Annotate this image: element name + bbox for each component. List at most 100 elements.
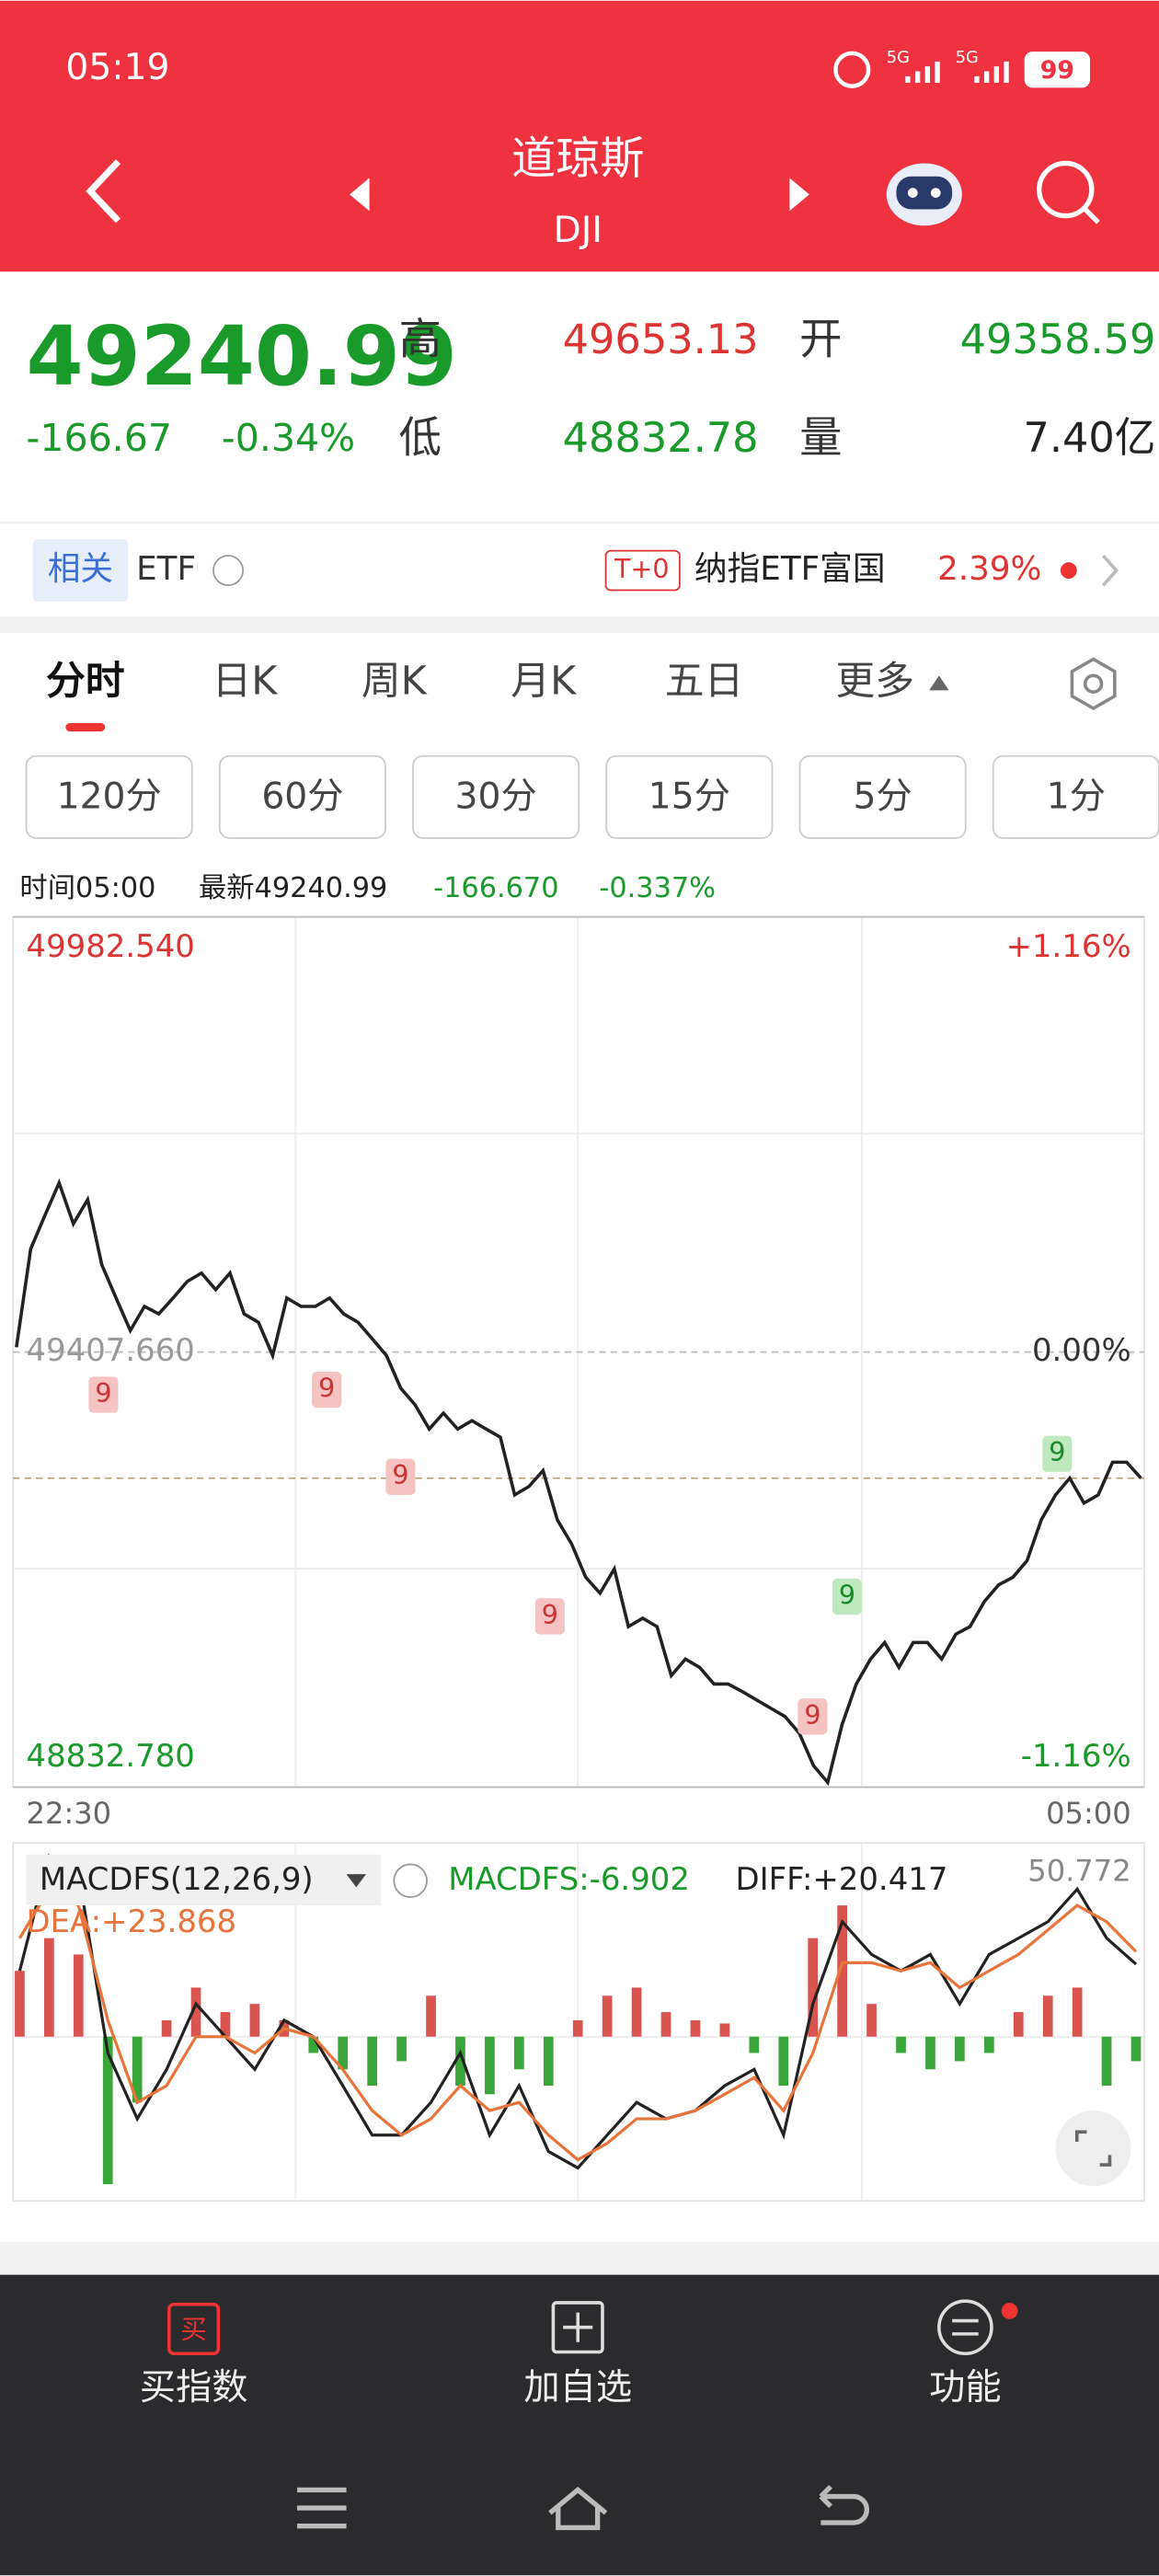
separator: [0, 616, 1159, 633]
buy-icon-box: [167, 2302, 221, 2356]
nav-label[interactable]: 买指数: [140, 2367, 248, 2409]
macd-selector-bg[interactable]: [26, 1854, 382, 1906]
help-icon[interactable]: [212, 555, 245, 587]
robot-eye: [907, 188, 918, 198]
expand-button[interactable]: [1055, 2110, 1131, 2187]
period-button[interactable]: [218, 754, 386, 839]
etf-fund[interactable]: 纳指ETF富国: [694, 550, 886, 588]
settings-dot: [1083, 673, 1104, 694]
back-nav-button[interactable]: [819, 2484, 869, 2525]
macd-bar: [190, 1987, 201, 2037]
signal-badge: [385, 1458, 416, 1495]
macd-bar: [690, 2019, 701, 2037]
settings-button[interactable]: [1070, 657, 1117, 711]
period-button[interactable]: [992, 754, 1159, 839]
price-chart: 49982.540 49407.660 48832.780 +1.16% 0.00% -1…: [13, 915, 1144, 1831]
index-code: DJI: [554, 210, 602, 251]
info-time: 时间05:00: [19, 872, 155, 904]
etf-badge: T+0: [614, 553, 670, 584]
next-button[interactable]: [789, 178, 809, 212]
nav-label[interactable]: 功能: [929, 2367, 1002, 2409]
macd-bar: [249, 2004, 260, 2037]
help-icon[interactable]: [393, 1863, 428, 1899]
y2-tick-label: -1.16%: [1021, 1738, 1131, 1774]
y-tick-label: 49407.660: [27, 1332, 195, 1368]
etf-tag: 相关: [48, 550, 113, 588]
home-button[interactable]: [548, 2486, 608, 2531]
tab-indicator: [65, 723, 106, 731]
price-change: -166.67: [27, 416, 172, 460]
tab[interactable]: 日K: [212, 659, 278, 705]
macd-bar: [1130, 2036, 1142, 2062]
y2-tick-label: +1.16%: [1006, 928, 1131, 964]
recents-button[interactable]: [297, 2487, 347, 2529]
signal-label: 9: [1049, 1436, 1065, 1467]
dropdown-arrow: [346, 1874, 366, 1888]
etf-label: ETF: [136, 550, 196, 588]
signal-badge: [1042, 1435, 1073, 1472]
period-button[interactable]: [605, 754, 774, 839]
macd-bar: [15, 1971, 25, 2037]
y-tick-label: 50.772: [1027, 1853, 1130, 1888]
prev-button[interactable]: [350, 178, 370, 212]
signal-label: 9: [392, 1459, 408, 1490]
macd-bar: [749, 2036, 760, 2053]
stat-value: 48832.78: [563, 414, 759, 462]
macd-bar: [955, 2036, 965, 2062]
signal-badge: [534, 1598, 565, 1635]
tab[interactable]: 五日: [665, 659, 744, 705]
stat-value: 49653.13: [563, 316, 759, 363]
macd-bar: [338, 2036, 349, 2070]
info-change: -166.670: [433, 872, 558, 904]
macd-bar: [220, 2012, 231, 2037]
signal-label: 9: [95, 1377, 111, 1409]
macd-bar: [1013, 2012, 1024, 2037]
period-label: 5分: [854, 776, 912, 818]
macd-bar: [132, 2036, 143, 2103]
signal-label: 9: [318, 1373, 335, 1404]
stat-label: 量: [799, 413, 842, 463]
macd-bar: [631, 1987, 642, 2037]
tab[interactable]: 月K: [511, 659, 577, 705]
stat-value: 49358.59: [960, 316, 1156, 363]
macd-bar: [925, 2036, 935, 2070]
stat-label: 开: [799, 315, 842, 364]
period-button[interactable]: [798, 754, 967, 839]
signal-badge: [832, 1578, 862, 1616]
search-handle: [1083, 207, 1100, 224]
macd-bar: [719, 2023, 730, 2037]
back-button[interactable]: [86, 159, 121, 224]
macd-bar: [396, 2036, 407, 2062]
macd-bar: [778, 2036, 789, 2087]
index-name: 道琼斯: [511, 133, 645, 185]
period-label: 60分: [261, 776, 343, 818]
macd-bar: [455, 2036, 465, 2087]
macd-bar: [1072, 1987, 1083, 2037]
tab[interactable]: 分时: [46, 659, 125, 705]
tabs: 分时 日K 周K 月K 五日 更多: [46, 659, 914, 705]
tab[interactable]: 更多: [835, 659, 914, 705]
macd-bar: [485, 2036, 495, 2095]
macd-bar: [896, 2036, 906, 2053]
period-button[interactable]: [412, 754, 580, 839]
search-button[interactable]: [1037, 160, 1095, 219]
macd-bar: [161, 2019, 172, 2037]
menu-lines: [952, 2318, 979, 2336]
macd-bar: [602, 1995, 613, 2037]
tab[interactable]: 周K: [361, 659, 428, 705]
macd-bar: [513, 2036, 524, 2070]
nav-label[interactable]: 加自选: [523, 2367, 632, 2409]
robot-eye: [930, 188, 941, 198]
battery: [1024, 52, 1091, 88]
etf-tag-bg: [32, 539, 129, 602]
signal-badge: [798, 1698, 828, 1735]
macd-bar: [1042, 1995, 1053, 2037]
signal-label: 9: [804, 1699, 820, 1731]
nav-items: 买指数 加自选 功能: [140, 2367, 1002, 2409]
notify-dot: [1001, 2302, 1018, 2319]
macd-bar: [837, 1905, 848, 2037]
macd-bar: [367, 2036, 378, 2087]
period-button[interactable]: [25, 754, 193, 839]
